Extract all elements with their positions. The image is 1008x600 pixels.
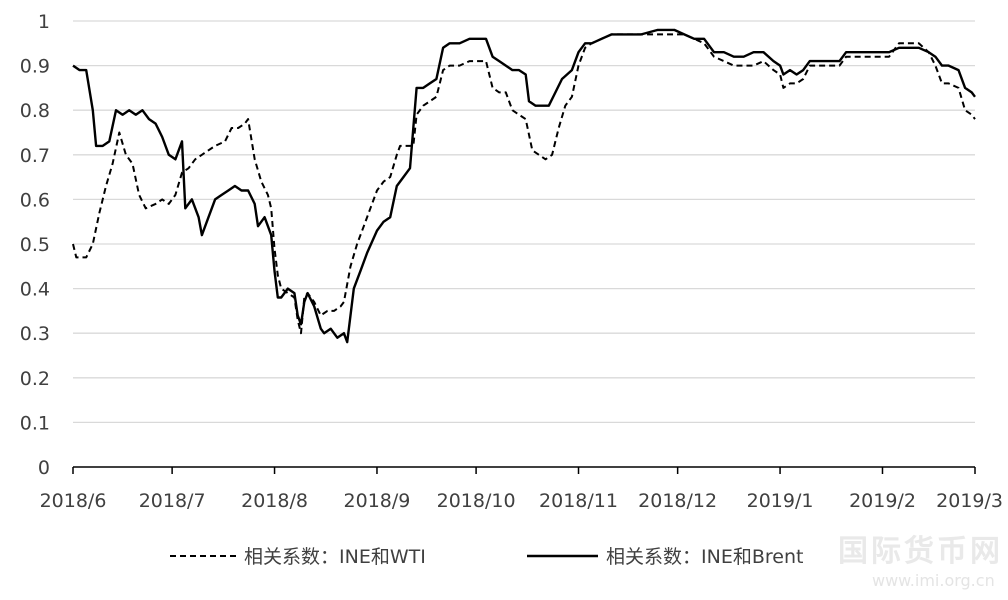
- y-tick-label: 0.5: [20, 234, 50, 256]
- legend-label-wti: 相关系数：INE和WTI: [244, 546, 426, 568]
- y-tick-label: 0.7: [20, 145, 50, 167]
- x-tick-label: 2018/11: [539, 490, 618, 512]
- y-tick-label: 1: [38, 11, 50, 33]
- x-tick-label: 2019/2: [849, 490, 916, 512]
- y-tick-label: 0.3: [20, 323, 50, 345]
- x-tick-label: 2018/9: [344, 490, 411, 512]
- y-tick-label: 0.8: [20, 100, 50, 122]
- watermark-url: www.imi.org.cn: [872, 571, 995, 590]
- y-tick-label: 0: [38, 457, 50, 479]
- y-axis-tick-labels: 0 0.1 0.2 0.3 0.4 0.5 0.6 0.7 0.8 0.9 1: [20, 11, 50, 479]
- series-layer: [72, 28, 976, 344]
- watermark: 国际货币网 www.imi.org.cn: [838, 534, 1003, 590]
- watermark-logo-text: 国际货币网: [838, 534, 1003, 569]
- y-tick-label: 0.2: [20, 368, 50, 390]
- y-tick-label: 0.4: [20, 279, 50, 301]
- legend-label-brent: 相关系数：INE和Brent: [606, 546, 803, 568]
- series-line-ine-wti: [72, 33, 976, 335]
- x-tick-label: 2018/12: [638, 490, 717, 512]
- axes-layer: [72, 466, 976, 474]
- y-tick-label: 0.9: [20, 56, 50, 78]
- legend: 相关系数：INE和WTI 相关系数：INE和Brent: [170, 546, 803, 568]
- y-tick-label: 0.1: [20, 412, 50, 434]
- gridlines: [73, 20, 975, 424]
- x-tick-label: 2018/10: [437, 490, 516, 512]
- x-tick-label: 2019/1: [747, 490, 814, 512]
- x-tick-label: 2019/3: [936, 490, 1003, 512]
- y-tick-label: 0.6: [20, 189, 50, 211]
- series-line-ine-brent: [72, 28, 976, 344]
- x-tick-label: 2018/7: [139, 490, 206, 512]
- x-tick-label: 2018/8: [241, 490, 308, 512]
- x-tick-label: 2018/6: [40, 490, 107, 512]
- x-axis-tick-labels: 2018/6 2018/7 2018/8 2018/9 2018/10 2018/11 20…: [40, 490, 1003, 512]
